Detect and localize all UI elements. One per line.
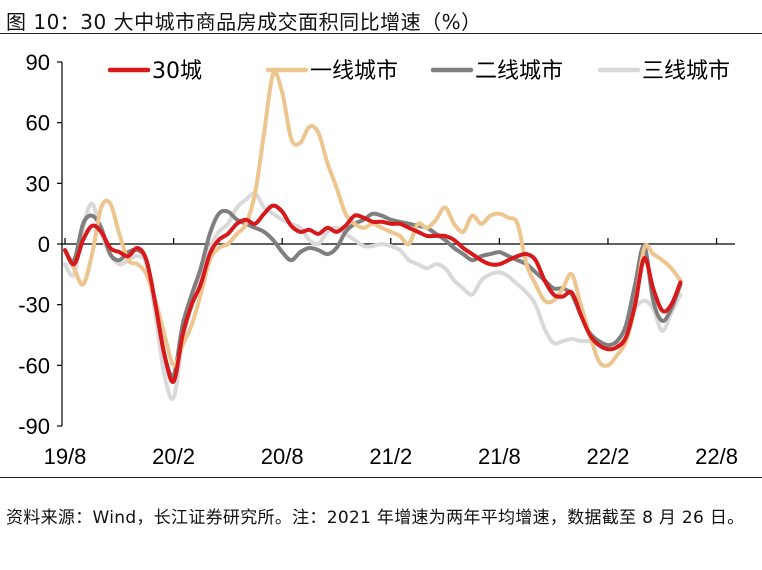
y-tick-label: -30 <box>18 293 50 318</box>
y-tick-label: -60 <box>18 353 50 378</box>
chart-axes: 90 60 30 0 -30 -60 -90 19/8 20/2 20/8 21/2 21/8 22/2… <box>18 50 738 469</box>
legend-label: 二线城市 <box>475 59 563 84</box>
x-tick-label: 20/2 <box>152 444 195 469</box>
source-note: 资料来源：Wind，长江证券研究所。注：2021 年增速为两年平均增速，数据截至… <box>6 508 745 528</box>
legend-label: 一线城市 <box>310 59 398 84</box>
chart-series-lines <box>63 70 683 401</box>
y-tick-label: 60 <box>26 111 50 136</box>
chart-title: 图 10：30 大中城市商品房成交面积同比增速（%） <box>6 10 482 34</box>
x-tick-label: 22/2 <box>587 444 630 469</box>
series-line-30城 <box>63 203 683 384</box>
legend-label: 30城 <box>152 59 202 84</box>
series-line-二线城市 <box>63 208 683 379</box>
y-tick-label: -90 <box>18 414 50 439</box>
title-divider <box>0 33 762 34</box>
x-tick-label: 19/8 <box>44 444 87 469</box>
legend-label: 三线城市 <box>642 59 730 84</box>
x-tick-label: 20/8 <box>261 444 304 469</box>
line-chart: 90 60 30 0 -30 -60 -90 19/8 20/2 20/8 21/2 21/8 22/2… <box>18 50 738 469</box>
x-tick-label: 21/8 <box>478 444 521 469</box>
series-line-三线城市 <box>63 191 683 401</box>
chart-legend: 30城 一线城市 二线城市 三线城市 <box>107 59 730 84</box>
bottom-divider <box>0 477 762 478</box>
y-tick-label: 90 <box>26 50 50 75</box>
y-tick-label: 30 <box>26 171 50 196</box>
x-tick-label: 21/2 <box>369 444 412 469</box>
y-tick-label: 0 <box>38 232 50 257</box>
x-tick-label: 22/8 <box>695 444 738 469</box>
